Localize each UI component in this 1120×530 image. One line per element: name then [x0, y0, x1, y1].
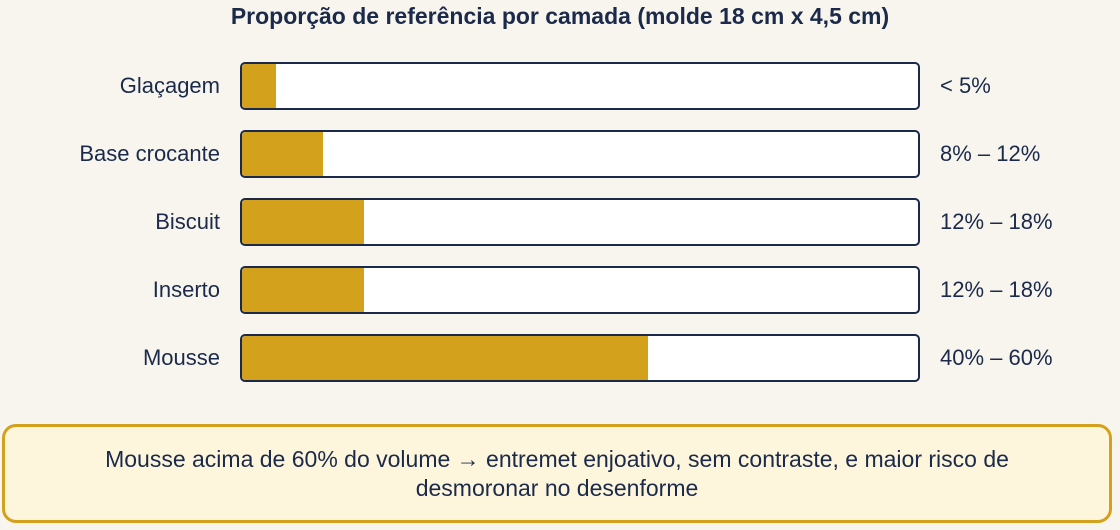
value-label: 40% – 60% — [940, 345, 1053, 370]
warning-note: Mousse acima de 60% do volume → entremet… — [2, 424, 1112, 523]
bar-track — [240, 334, 920, 382]
bar-track — [240, 198, 920, 246]
bar-row: Glaçagem < 5% — [0, 62, 1120, 110]
category-label: Inserto — [152, 277, 220, 302]
bar-row: Biscuit 12% – 18% — [0, 198, 1120, 246]
bar-row: Inserto 12% – 18% — [0, 266, 1120, 314]
category-label: Base crocante — [79, 141, 220, 166]
bar-track — [240, 62, 920, 110]
category-label: Biscuit — [155, 209, 220, 234]
value-label: 12% – 18% — [940, 277, 1053, 302]
value-label: 12% – 18% — [940, 209, 1053, 234]
bar-fill — [242, 268, 364, 312]
chart-title: Proporção de referência por camada (mold… — [230, 3, 890, 29]
bar-track — [240, 130, 920, 178]
bar-track — [240, 266, 920, 314]
bar-fill — [242, 132, 323, 176]
bar-row: Base crocante 8% – 12% — [0, 130, 1120, 178]
value-label: < 5% — [940, 73, 991, 98]
category-label: Mousse — [142, 345, 220, 370]
value-label: 8% – 12% — [940, 141, 1041, 166]
bar-row: Mousse 40% – 60% — [0, 334, 1120, 382]
bar-fill — [242, 336, 648, 380]
bar-fill — [242, 200, 364, 244]
category-label: Glaçagem — [119, 73, 220, 98]
bar-fill — [242, 64, 276, 108]
